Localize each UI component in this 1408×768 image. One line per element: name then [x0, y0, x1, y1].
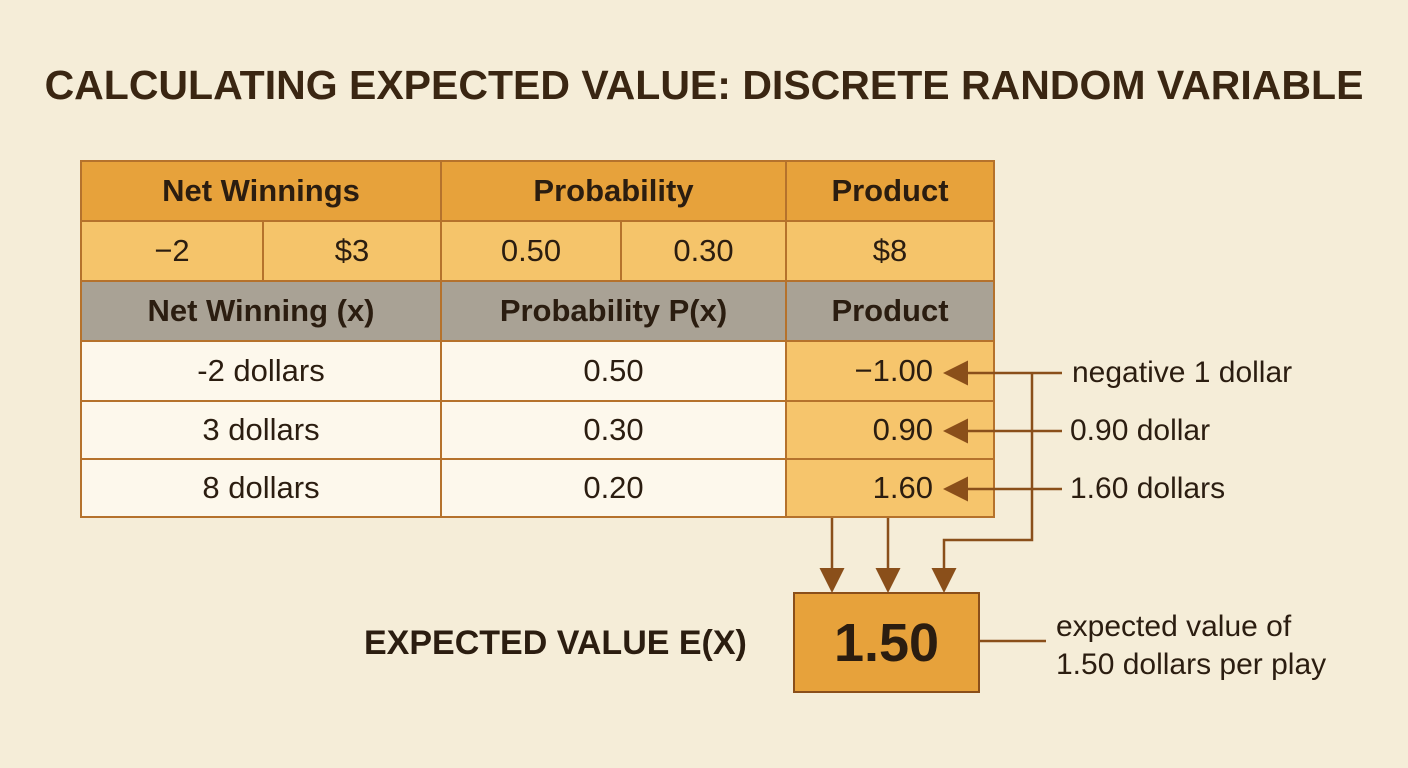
title: CALCULATING EXPECTED VALUE: DISCRETE RAN…: [44, 62, 1364, 108]
annotation: 1.60 dollars: [1070, 472, 1226, 505]
column-header: Probability P(x): [440, 280, 787, 342]
column-header: Net Winning (x): [80, 280, 442, 342]
annotation: 0.90 dollar: [1070, 414, 1211, 447]
result-note: 1.50 dollars per play: [1056, 648, 1327, 681]
product-cell: −1.00: [785, 340, 995, 402]
value-cell: 0.50: [440, 220, 622, 282]
cell: 8 dollars: [80, 458, 442, 518]
cell: 0.30: [440, 400, 787, 460]
result-value: 1.50: [793, 592, 980, 693]
header-cell: Net Winnings: [80, 160, 442, 222]
value-cell: $8: [785, 220, 995, 282]
arrows: [819, 360, 1062, 643]
value-cell: $3: [262, 220, 442, 282]
result-note: expected value of: [1056, 610, 1292, 643]
result-label: EXPECTED VALUE E(X): [364, 624, 747, 662]
column-header: Product: [785, 280, 995, 342]
annotation: negative 1 dollar: [1072, 356, 1293, 389]
